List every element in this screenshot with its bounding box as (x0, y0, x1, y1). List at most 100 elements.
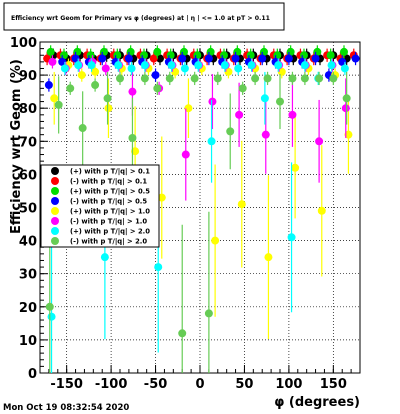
legend-label: (+) with p T/|q| > 0.1 (70, 168, 150, 177)
data-point (237, 200, 246, 209)
data-point (104, 104, 113, 113)
series-4 (44, 51, 360, 92)
y-tick-label: 90 (19, 69, 37, 84)
legend-marker (51, 237, 59, 245)
data-point (156, 54, 164, 63)
data-point (180, 64, 189, 73)
y-tick-label: 80 (19, 102, 37, 117)
data-point (100, 253, 109, 262)
data-point (341, 104, 350, 113)
data-point (204, 309, 213, 318)
data-point (231, 54, 240, 63)
legend-label: (-) with p T/|q| > 1.0 (70, 218, 147, 227)
data-point (181, 150, 190, 159)
legend-marker (51, 187, 59, 195)
data-point (128, 87, 137, 96)
x-tick-label: 100 (275, 377, 302, 392)
data-point (127, 64, 136, 73)
legend-marker (51, 177, 59, 185)
data-point (103, 94, 112, 103)
data-point (78, 124, 87, 133)
data-point (291, 163, 300, 172)
data-point (238, 84, 247, 93)
y-tick-label: 60 (19, 168, 37, 183)
data-point (74, 61, 83, 70)
data-point (220, 61, 229, 70)
data-point (71, 54, 80, 63)
data-point (124, 54, 133, 63)
data-point (258, 54, 267, 63)
y-tick-label: 30 (19, 268, 37, 283)
data-point (50, 94, 59, 103)
data-point (151, 71, 160, 80)
data-point (235, 110, 244, 119)
data-point (184, 104, 193, 113)
data-point (208, 97, 217, 106)
data-point (351, 54, 360, 63)
data-point (91, 81, 100, 90)
legend-box (40, 164, 160, 248)
data-point (54, 100, 63, 109)
data-point (157, 193, 166, 202)
data-point (327, 61, 336, 70)
data-point (165, 74, 174, 83)
data-point (274, 61, 283, 70)
y-tick-label: 100 (10, 36, 37, 51)
data-point (340, 64, 349, 73)
data-point (287, 233, 296, 242)
data-point (260, 94, 269, 103)
title-box (3, 2, 285, 31)
data-marks (43, 45, 360, 373)
legend: (+) with p T/|q| > 0.1 (-) with p T/|q| >… (40, 164, 160, 248)
data-point (247, 61, 256, 70)
data-point (171, 67, 180, 76)
legend-marker (51, 227, 59, 235)
data-point (149, 54, 158, 63)
legend-label: (-) with p T/|q| > 2.0 (70, 238, 147, 247)
data-point (45, 302, 54, 311)
data-point (77, 71, 86, 80)
data-point (234, 64, 243, 73)
series-8 (45, 71, 351, 373)
data-point (178, 329, 187, 338)
data-point (300, 61, 309, 70)
data-point (154, 263, 163, 272)
data-point (338, 57, 347, 66)
data-point (87, 61, 96, 70)
data-point (311, 54, 320, 63)
data-point (114, 61, 123, 70)
x-tick-label: 150 (320, 377, 347, 392)
data-point (340, 47, 348, 56)
y-axis-label: Efficiency wrt Geom (%) (9, 59, 24, 234)
data-point (194, 61, 203, 70)
data-point (178, 54, 187, 63)
y-tick-label: 10 (19, 334, 37, 349)
chart-title: Efficiency wrt Geom for Primary vs φ (de… (11, 15, 270, 23)
data-point (226, 127, 235, 136)
data-point (329, 74, 338, 83)
data-point (264, 253, 273, 262)
data-point (315, 137, 324, 146)
data-point (47, 312, 56, 321)
data-point (46, 47, 55, 56)
data-point (224, 67, 233, 76)
data-point (276, 97, 284, 106)
legend-label: (+) with p T/|q| > 0.5 (70, 188, 150, 197)
data-point (315, 74, 324, 83)
legend-label: (+) with p T/|q| > 2.0 (70, 228, 150, 237)
data-point (251, 74, 260, 83)
x-tick-label: 0 (195, 377, 204, 392)
x-tick-label: -100 (95, 377, 128, 392)
data-point (98, 54, 107, 63)
data-point (48, 57, 57, 66)
legend-marker (51, 217, 59, 225)
data-point (60, 64, 69, 73)
data-point (128, 133, 137, 142)
data-point (342, 94, 351, 103)
data-point (263, 74, 272, 83)
data-point (153, 84, 162, 93)
data-point (153, 47, 162, 56)
y-tick-label: 70 (19, 135, 37, 150)
y-tick-label: 50 (19, 202, 37, 217)
